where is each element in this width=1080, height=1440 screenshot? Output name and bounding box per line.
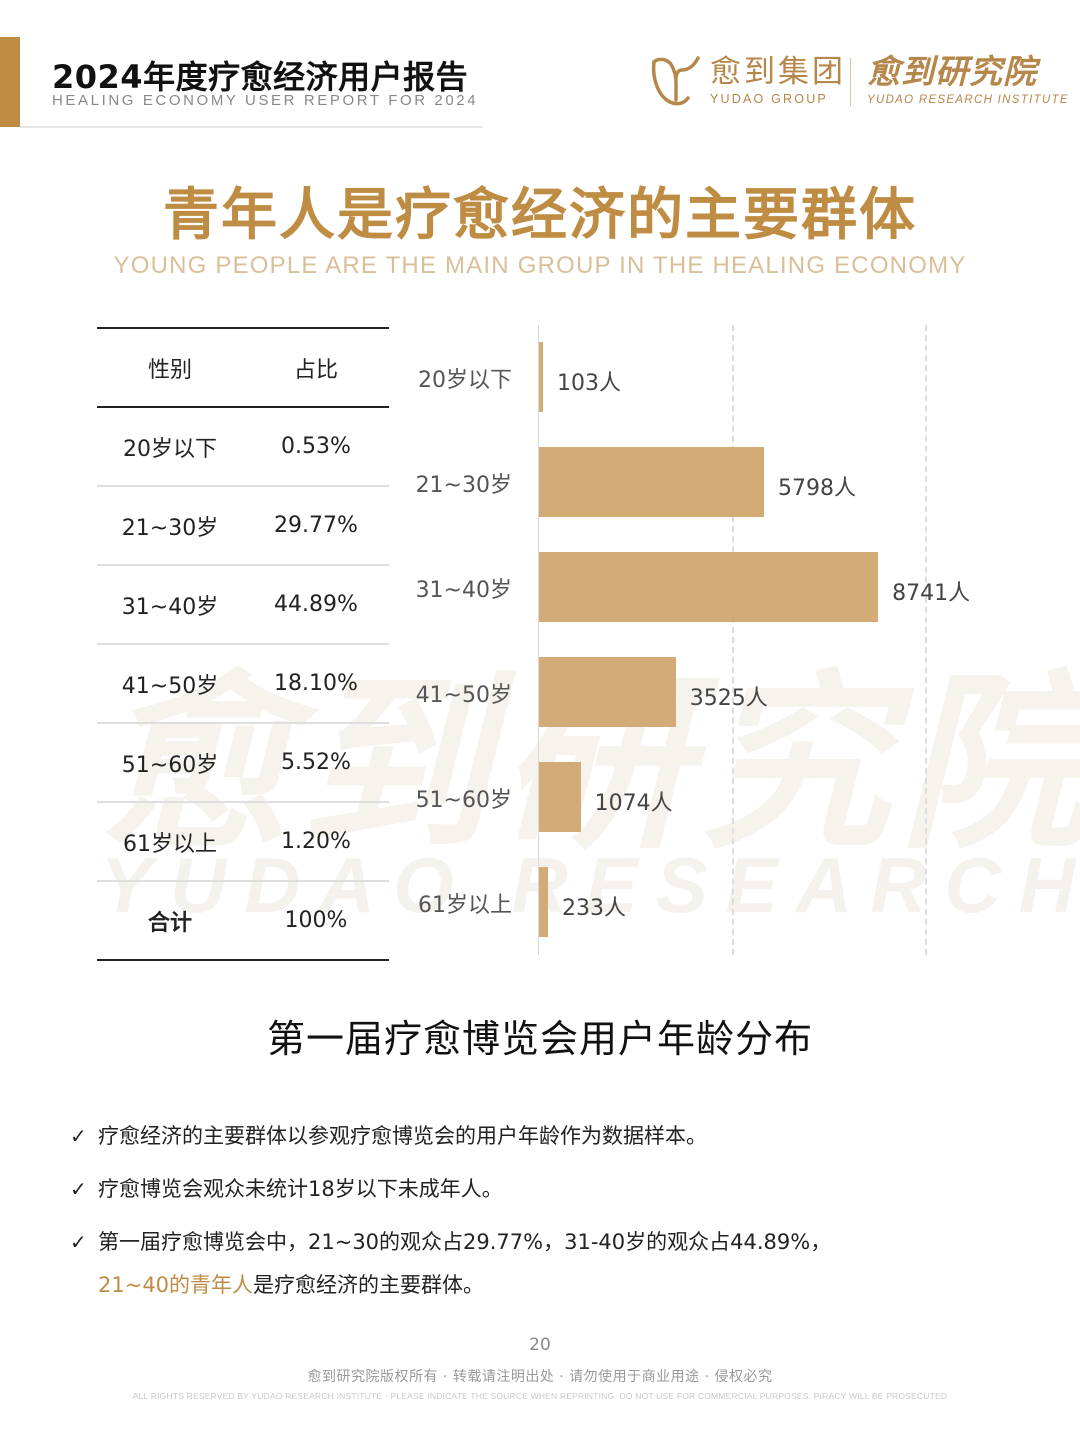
bar-category-label: 20岁以下 [418, 368, 512, 393]
table-bottom-rule [97, 959, 389, 961]
bar-category-label: 51~60岁 [415, 788, 512, 813]
note-highlight: 21~40的青年人 [98, 1273, 254, 1297]
chart-caption: 第一届疗愈博览会用户年龄分布 [266, 1017, 813, 1061]
table-row-divider [97, 564, 389, 566]
table-total-label: 合计 [147, 910, 192, 936]
header-divider [20, 126, 483, 128]
check-icon: ✓ [70, 1124, 87, 1148]
table-row-divider [97, 643, 389, 645]
age-distribution-bar-chart: 20岁以下 103人 21~30岁 5798人 31~40岁 8741人 41~… [400, 325, 1000, 955]
header-accent-bar [0, 37, 20, 127]
table-header-share: 占比 [293, 357, 338, 383]
bar-value-label: 8741人 [892, 581, 971, 606]
table-row-divider [97, 485, 389, 487]
page-title: 青年人是疗愈经济的主要群体 [163, 182, 917, 248]
table-row-divider [97, 880, 389, 882]
note-text: 疗愈博览会观众未统计18岁以下未成年人。 [98, 1177, 503, 1201]
yudao-logo-icon [651, 56, 700, 106]
bar [539, 342, 543, 412]
bar-category-label: 41~50岁 [415, 683, 512, 708]
table-total-row: 合计 100% [97, 882, 389, 959]
bar [539, 762, 581, 832]
institute-logo-cn: 愈到研究院 [867, 52, 1037, 91]
report-title: 2024年度疗愈经济用户报告 [52, 58, 469, 96]
gridline-10000 [925, 325, 927, 955]
bar-value-label: 233人 [562, 896, 627, 921]
table-header-rule [97, 406, 389, 408]
table-cell-age: 31~40岁 [121, 594, 219, 620]
table-top-rule [97, 327, 389, 329]
bar-value-label: 103人 [557, 371, 621, 396]
table-row-divider [97, 722, 389, 724]
table-cell-share: 1.20% [281, 829, 351, 854]
age-share-table: 性别 占比 20岁以下 0.53% 21~30岁 29.77% 31~40岁 4… [97, 327, 389, 961]
page-number: 20 [529, 1335, 551, 1355]
check-icon: ✓ [70, 1177, 87, 1201]
bar-value-label: 1074人 [594, 791, 673, 816]
bar [539, 552, 879, 622]
note-item: ✓ 疗愈博览会观众未统计18岁以下未成年人。 [70, 1168, 1030, 1211]
note-tail: 是疗愈经济的主要群体。 [253, 1273, 485, 1297]
table-cell-age: 20岁以下 [123, 436, 217, 462]
note-text-block: 第一届疗愈博览会中，21~30的观众占29.77%，31-40岁的观众占44.8… [98, 1221, 831, 1307]
note-text: 第一届疗愈博览会中，21~30的观众占29.77%，31-40岁的观众占44.8… [98, 1230, 832, 1254]
table-cell-age: 61岁以上 [123, 831, 217, 857]
table-row: 20岁以下 0.53% [97, 408, 389, 485]
table-header-row: 性别 占比 [97, 329, 389, 406]
table-header-gender: 性别 [147, 357, 192, 383]
institute-logo-en: YUDAO RESEARCH INSTITUTE [867, 94, 1069, 106]
footer-copyright-en: ALL RIGHTS RESERVED BY YUDAO RESEARCH IN… [132, 1391, 948, 1401]
table-cell-share: 18.10% [274, 671, 358, 696]
gridline-5000 [732, 325, 734, 955]
table-row: 21~30岁 29.77% [97, 487, 389, 564]
table-row: 51~60岁 5.52% [97, 724, 389, 801]
note-item: ✓ 疗愈经济的主要群体以参观疗愈博览会的用户年龄作为数据样本。 [70, 1115, 1030, 1158]
table-row: 61岁以上 1.20% [97, 803, 389, 880]
institute-logo: 愈到研究院 YUDAO RESEARCH INSTITUTE [867, 52, 1069, 106]
bar [539, 867, 549, 937]
table-row-divider [97, 801, 389, 803]
bar [539, 657, 676, 727]
table-cell-share: 44.89% [274, 592, 358, 617]
table-row: 41~50岁 18.10% [97, 645, 389, 722]
table-total-share: 100% [284, 908, 348, 933]
bar-category-label: 61岁以上 [418, 893, 512, 918]
table-cell-share: 29.77% [274, 513, 358, 538]
watermark-en: YUDAO RESEARCH INSTITUTE [100, 841, 1080, 929]
notes-list: ✓ 疗愈经济的主要群体以参观疗愈博览会的用户年龄作为数据样本。 ✓ 疗愈博览会观… [70, 1115, 1030, 1317]
bar-value-label: 3525人 [689, 686, 768, 711]
group-logo-en: YUDAO GROUP [710, 91, 828, 106]
bar-value-label: 5798人 [777, 476, 856, 501]
logo-divider [850, 58, 851, 106]
page-subtitle: YOUNG PEOPLE ARE THE MAIN GROUP IN THE H… [113, 252, 967, 279]
bar-category-label: 21~30岁 [415, 473, 512, 498]
group-logo-cn: 愈到集团 [710, 53, 846, 90]
footer-copyright-cn: 愈到研究院版权所有 · 转载请注明出处 · 请勿使用于商业用途 · 侵权必究 [307, 1369, 773, 1385]
table-cell-age: 21~30岁 [121, 515, 219, 541]
yudao-group-logo: 愈到集团 YUDAO GROUP [648, 52, 846, 108]
note-text: 疗愈经济的主要群体以参观疗愈博览会的用户年龄作为数据样本。 [98, 1124, 707, 1148]
chart-axis [538, 325, 539, 955]
note-item: ✓ 第一届疗愈博览会中，21~30的观众占29.77%，31-40岁的观众占44… [70, 1221, 1030, 1307]
table-cell-age: 41~50岁 [121, 673, 219, 699]
table-cell-age: 51~60岁 [121, 752, 219, 778]
table-cell-share: 5.52% [281, 750, 351, 775]
check-icon: ✓ [70, 1230, 87, 1254]
table-cell-share: 0.53% [281, 434, 351, 459]
bar [539, 447, 764, 517]
table-row: 31~40岁 44.89% [97, 566, 389, 643]
report-subtitle: HEALING ECONOMY USER REPORT FOR 2024 [52, 92, 479, 109]
bar-category-label: 31~40岁 [415, 578, 512, 603]
